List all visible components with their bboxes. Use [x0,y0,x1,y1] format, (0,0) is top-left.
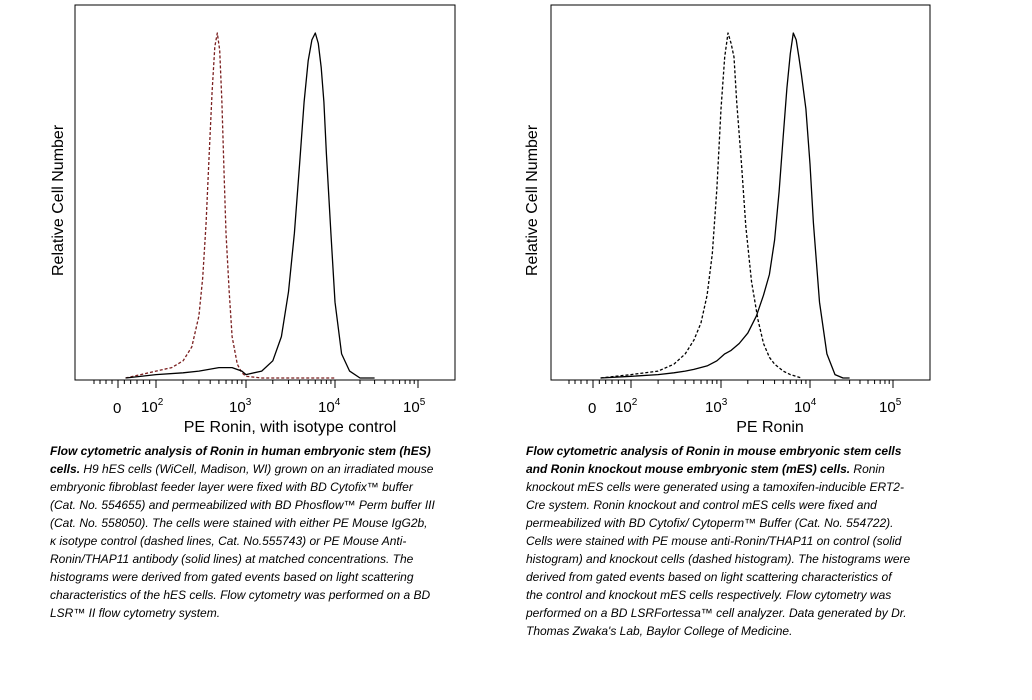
dashed-histogram-line [600,32,802,379]
figure-caption-hES: Flow cytometric analysis of Ronin in hum… [50,442,435,622]
solid-histogram-line [125,32,375,379]
histogram-chart-hES [74,4,456,388]
x-tick-label-1e2: 102 [141,397,164,416]
histogram-chart-mES [550,4,931,388]
caption-title: Flow cytometric analysis of Ronin in hum… [50,444,431,476]
x-tick-label-1e4: 104 [318,397,341,416]
x-tick-label-1e4: 104 [794,397,817,416]
plot-frame [550,4,931,381]
x-tick-label-1e3: 103 [229,397,252,416]
x-axis-label: PE Ronin [736,419,804,436]
chart-panel-hES: Relative Cell Number 0 102 103 104 105 P… [0,0,500,440]
chart-panel-mES: Relative Cell Number 0 102 103 104 105 P… [524,4,931,436]
x-tick-label-0: 0 [113,400,122,417]
plot-frame [74,4,456,381]
caption-body: H9 hES cells (WiCell, Madison, WI) grown… [50,462,435,620]
x-tick-label-1e5: 105 [879,397,902,416]
caption-body: Ronin knockout mES cells were generated … [526,462,911,638]
x-tick-label-1e3: 103 [705,397,728,416]
caption-title: Flow cytometric analysis of Ronin in mou… [526,444,902,476]
y-axis-label: Relative Cell Number [524,124,541,276]
x-tick-label-0: 0 [588,400,597,417]
x-tick-label-1e2: 102 [615,397,638,416]
x-tick-label-1e5: 105 [403,397,426,416]
figure-caption-mES: Flow cytometric analysis of Ronin in mou… [526,442,911,640]
x-axis-label: PE Ronin, with isotype control [183,419,397,436]
solid-histogram-line [600,32,850,379]
dashed-histogram-line [125,32,335,379]
